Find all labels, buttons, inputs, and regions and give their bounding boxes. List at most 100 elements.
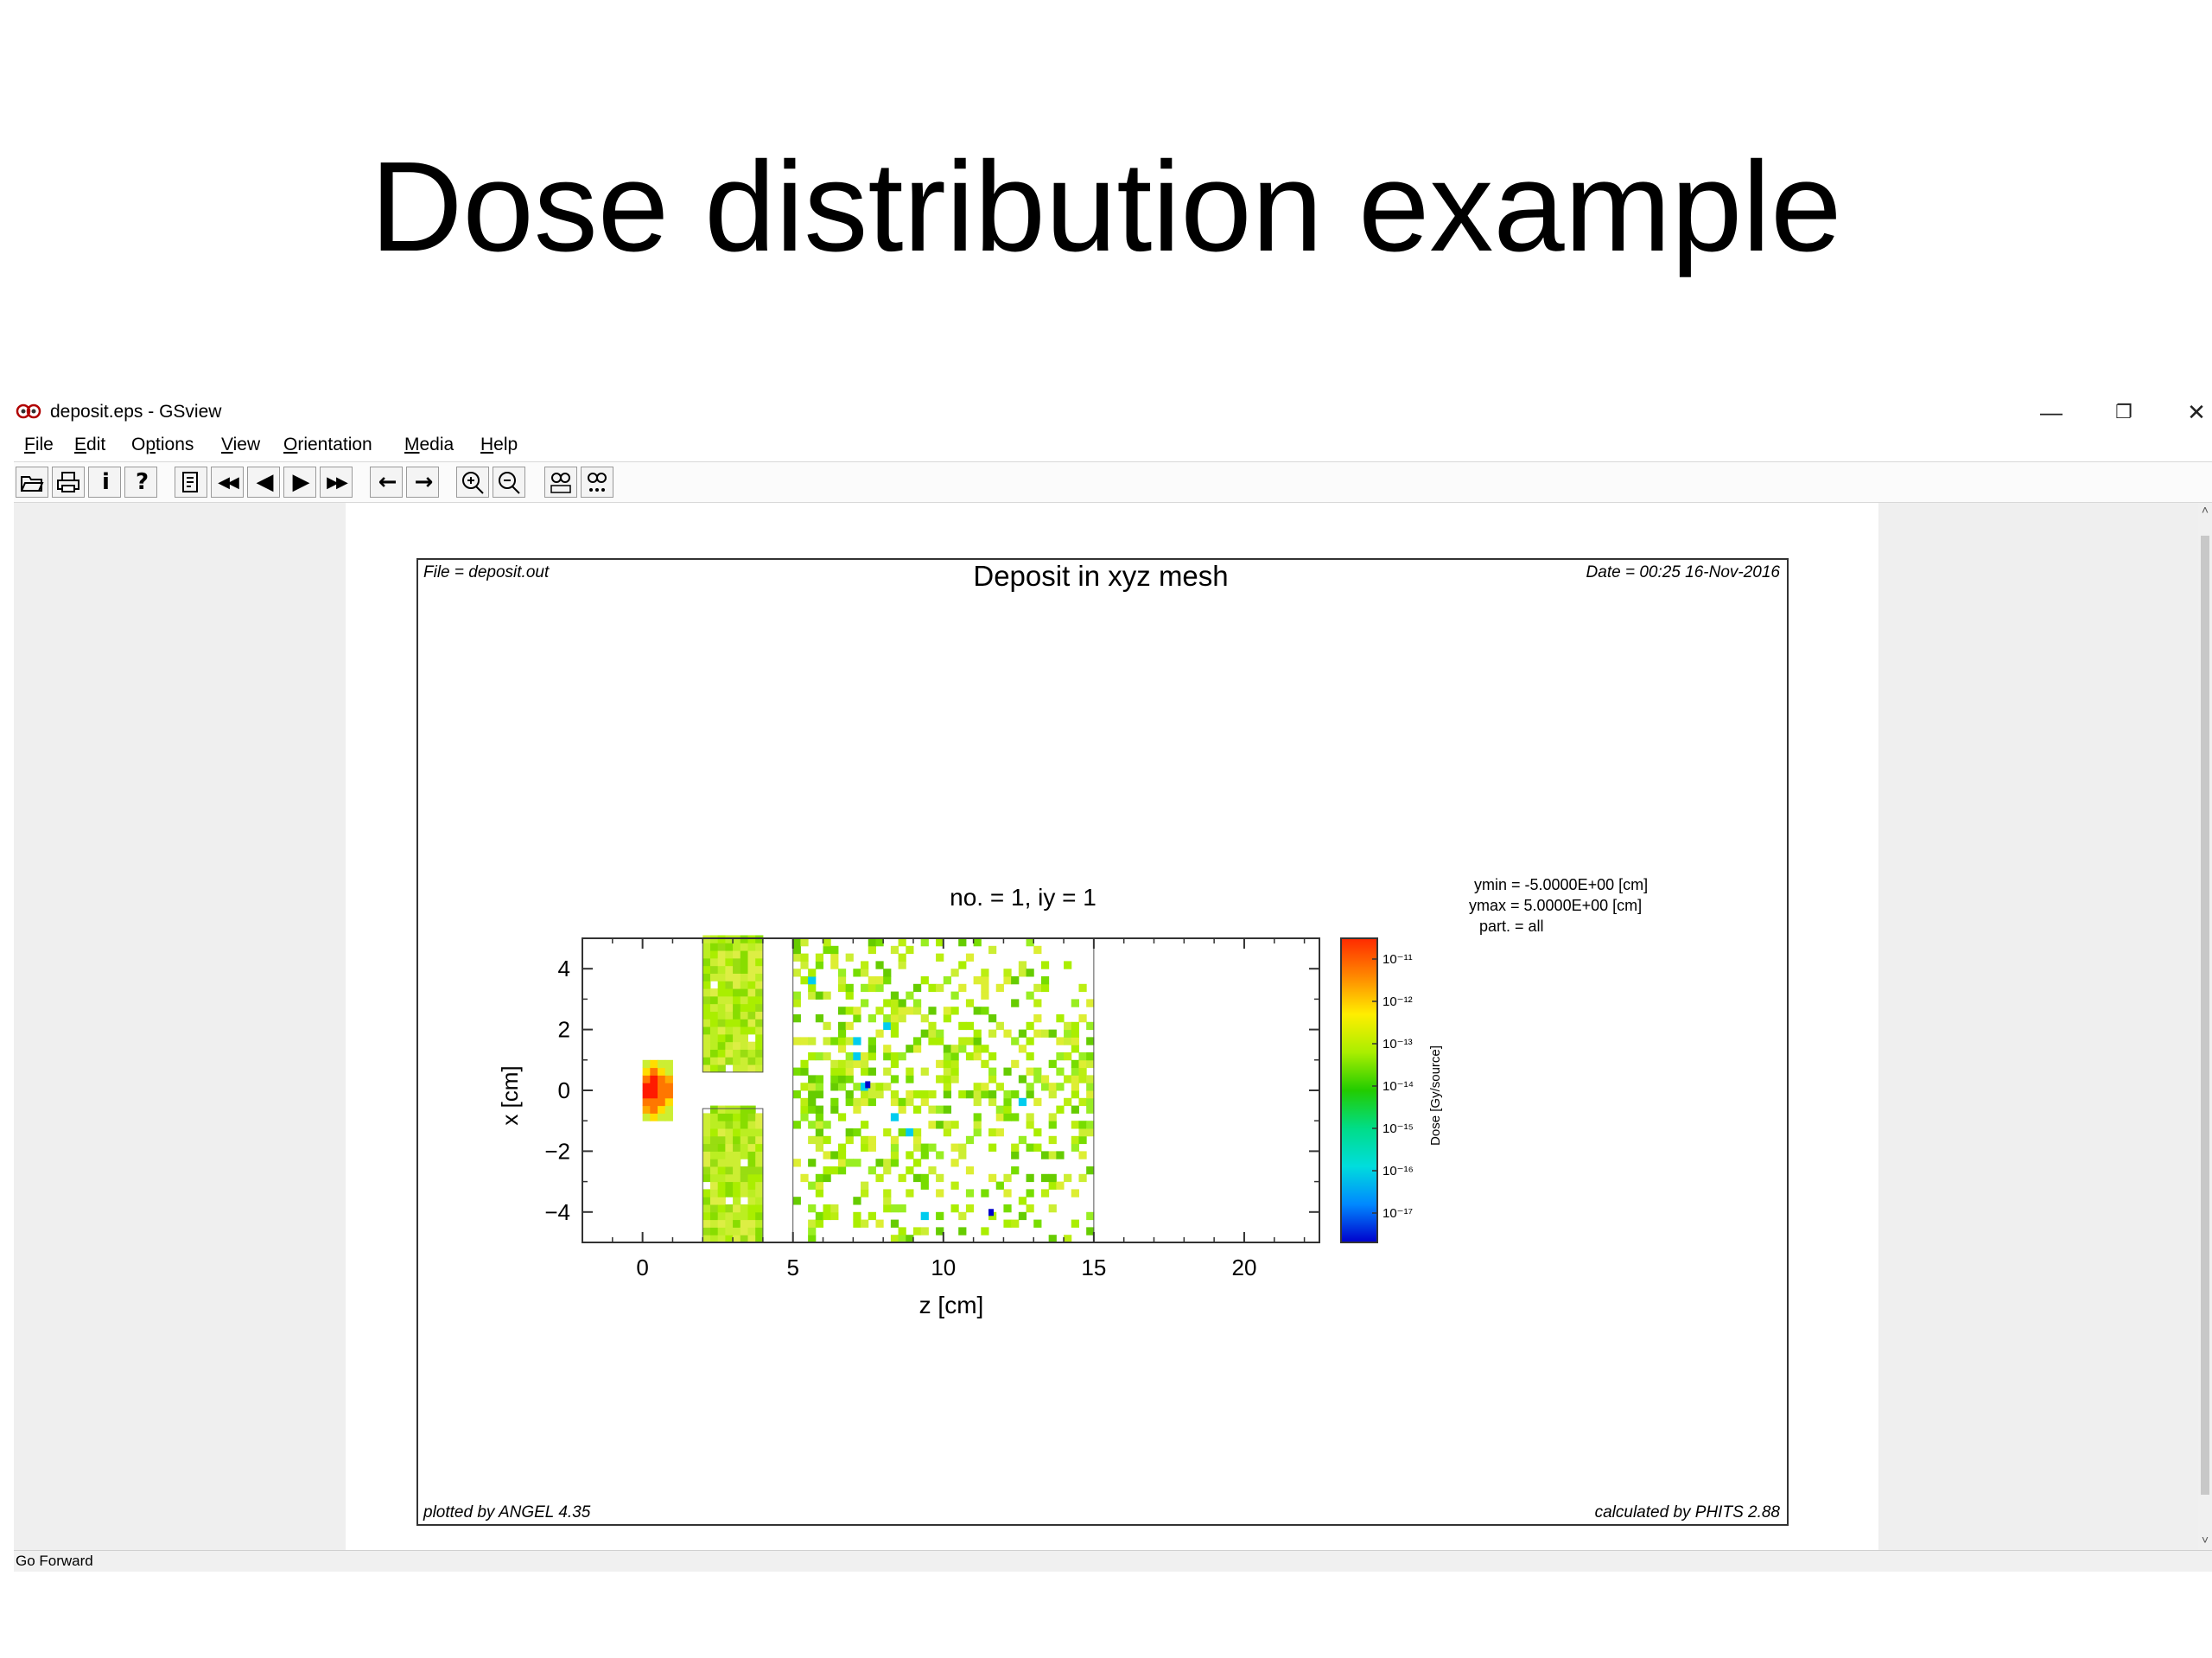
heatmap-cell xyxy=(981,1090,989,1099)
heatmap-cell xyxy=(747,1143,756,1152)
heatmap-cell xyxy=(943,1105,951,1114)
first-page-button[interactable]: ◀◀ xyxy=(211,467,244,498)
heatmap-cell xyxy=(1056,1105,1065,1114)
heatmap-cell xyxy=(1071,1090,1079,1099)
heatmap-cell xyxy=(837,1151,847,1159)
last-page-button[interactable]: ▶▶ xyxy=(320,467,353,498)
heatmap-cell xyxy=(875,1219,884,1228)
heatmap-cell xyxy=(792,999,801,1007)
heatmap-cell xyxy=(815,1090,824,1099)
x-tick-label: 10 xyxy=(931,1255,956,1280)
magnify-abc-button[interactable] xyxy=(544,467,577,498)
restore-button[interactable]: ❐ xyxy=(2115,401,2133,422)
heatmap-cell xyxy=(837,1029,847,1038)
heatmap-cell xyxy=(709,1189,719,1197)
heatmap-cell xyxy=(658,1097,666,1107)
close-button[interactable]: ✕ xyxy=(2187,399,2206,425)
heatmap-cell xyxy=(800,1113,809,1121)
info-button[interactable]: i xyxy=(88,467,121,498)
scroll-down-icon[interactable]: ˅ xyxy=(2201,1533,2209,1547)
heatmap-cell xyxy=(642,1097,651,1107)
heatmap-cell xyxy=(1086,1227,1095,1236)
heatmap-cell xyxy=(875,983,884,993)
heatmap-cell xyxy=(755,1219,764,1228)
previous-page-button[interactable]: ◀ xyxy=(247,467,280,498)
menu-media[interactable]: Media xyxy=(404,435,454,454)
heatmap-cell xyxy=(709,1235,719,1243)
heatmap-cell xyxy=(995,1105,1004,1114)
heatmap-cell xyxy=(740,965,748,974)
heatmap-cell xyxy=(702,1041,711,1050)
heatmap-cell xyxy=(1011,1113,1020,1121)
heatmap-cell xyxy=(868,1014,876,1023)
heatmap-cell xyxy=(950,991,959,1000)
heatmap-cell xyxy=(861,1143,869,1152)
heatmap-cell xyxy=(808,991,817,1000)
heatmap-cell xyxy=(981,1227,989,1236)
go-back-button[interactable]: ← xyxy=(370,467,403,498)
vertical-scrollbar[interactable]: ˄ ˅ xyxy=(2198,503,2212,1550)
heatmap-cell xyxy=(717,1041,726,1050)
heatmap-cell xyxy=(792,1037,801,1045)
heatmap-cell xyxy=(642,1083,651,1091)
heatmap-cell xyxy=(830,1037,839,1045)
heatmap-cell xyxy=(890,1204,899,1213)
heatmap-cell xyxy=(936,1059,944,1069)
heatmap-cell xyxy=(725,1143,734,1152)
zoom-out-button[interactable] xyxy=(493,467,525,498)
go-forward-button[interactable]: → xyxy=(406,467,439,498)
heatmap-cell xyxy=(1040,1083,1050,1091)
zoom-in-button[interactable] xyxy=(456,467,489,498)
menu-file[interactable]: File xyxy=(24,435,54,454)
heatmap-cell xyxy=(837,1143,847,1152)
heatmap-cell xyxy=(898,961,906,969)
heatmap-cell xyxy=(725,1159,734,1167)
scroll-up-icon[interactable]: ˄ xyxy=(2201,503,2209,517)
gsview-app-icon xyxy=(16,399,41,423)
x-tick-label: 0 xyxy=(636,1255,648,1280)
print-button[interactable] xyxy=(52,467,85,498)
y-axis-label: x [cm] xyxy=(497,1065,523,1125)
heatmap-cell xyxy=(733,1064,741,1073)
goto-page-button[interactable] xyxy=(175,467,207,498)
heatmap-cell xyxy=(868,1097,876,1107)
heatmap-cell xyxy=(747,1011,756,1020)
menu-help[interactable]: Help xyxy=(480,435,518,454)
menu-orientation[interactable]: Orientation xyxy=(283,435,372,454)
colorbar xyxy=(1340,937,1378,1243)
heatmap-cell xyxy=(725,1181,734,1190)
heatmap-cell xyxy=(740,1219,748,1228)
status-text: Go Forward xyxy=(16,1553,93,1569)
magnify-dots-button[interactable] xyxy=(581,467,613,498)
next-page-button[interactable]: ▶ xyxy=(283,467,316,498)
menu-edit[interactable]: Edit xyxy=(74,435,106,454)
heatmap-cell xyxy=(1071,1075,1079,1083)
heatmap-cell xyxy=(747,1041,756,1050)
menu-view[interactable]: View xyxy=(221,435,261,454)
open-file-button[interactable] xyxy=(16,467,48,498)
help-button[interactable]: ? xyxy=(124,467,157,498)
heatmap-cell xyxy=(823,945,831,955)
help-icon: ? xyxy=(135,469,149,495)
minimize-button[interactable]: — xyxy=(2040,399,2063,425)
heatmap-cell xyxy=(883,1159,892,1167)
heatmap-cell xyxy=(717,995,726,1005)
heatmap-cell xyxy=(853,1097,861,1107)
heatmap-cell xyxy=(650,1083,658,1091)
heatmap-cell xyxy=(830,1211,839,1221)
info-icon: i xyxy=(102,469,110,495)
heatmap-cell xyxy=(853,1037,861,1045)
menu-options[interactable]: Options xyxy=(131,435,194,454)
heatmap-cell xyxy=(912,999,922,1007)
heatmap-cell xyxy=(702,1173,711,1183)
heatmap-cell xyxy=(950,1204,959,1213)
heatmap-cell xyxy=(747,1057,756,1065)
heatmap-cell xyxy=(717,1159,726,1167)
heatmap-cell xyxy=(936,1075,944,1083)
heatmap-cell xyxy=(973,1045,982,1053)
heatmap-cell xyxy=(800,1083,809,1091)
scrollbar-thumb[interactable] xyxy=(2201,536,2209,1495)
heatmap-cell xyxy=(928,1029,937,1038)
heatmap-cell xyxy=(709,1135,719,1145)
heatmap-cell xyxy=(733,1159,741,1167)
